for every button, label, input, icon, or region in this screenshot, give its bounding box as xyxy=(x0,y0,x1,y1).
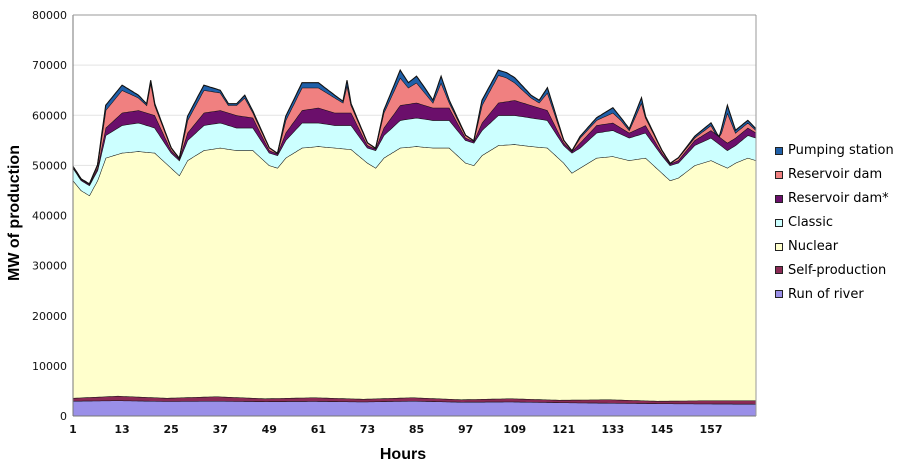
legend-swatch-classic xyxy=(775,218,783,227)
x-tick-label: 157 xyxy=(700,423,723,436)
legend-label: Run of river xyxy=(788,286,864,302)
legend-swatch-nuclear xyxy=(775,242,783,251)
x-tick-label: 85 xyxy=(409,423,424,436)
y-tick-label: 80000 xyxy=(32,9,67,22)
y-axis-title: MW of production xyxy=(6,145,23,281)
legend-item-self-production: Self-production xyxy=(775,258,894,282)
x-axis-title: Hours xyxy=(380,446,426,463)
y-tick-label: 40000 xyxy=(32,210,67,223)
legend-item-classic: Classic xyxy=(775,211,894,235)
legend-label: Reservoir dam* xyxy=(788,191,889,207)
legend-swatch-pumping-station xyxy=(775,146,783,155)
y-tick-labels: 0 10000 20000 30000 40000 50000 60000 70000 8000… xyxy=(32,9,67,423)
legend-label: Nuclear xyxy=(788,239,839,254)
y-tick-label: 10000 xyxy=(32,360,67,373)
legend: Pumping station Reservoir dam Reservoir … xyxy=(775,139,894,306)
x-tick-label: 145 xyxy=(650,423,673,436)
legend-item-pumping-station: Pumping station xyxy=(775,139,894,163)
legend-item-nuclear: Nuclear xyxy=(775,235,894,259)
x-tick-labels: 1 13 25 37 49 61 73 85 97 109 121 133 145 157 xyxy=(69,423,722,436)
y-tick-label: 0 xyxy=(60,410,67,423)
legend-item-run-of-river: Run of river xyxy=(775,282,894,306)
area-nuclear xyxy=(73,144,756,402)
x-tick-label: 25 xyxy=(163,423,178,436)
y-tick-label: 20000 xyxy=(32,310,67,323)
area-run-of-river xyxy=(73,400,756,416)
area-series xyxy=(72,68,757,416)
legend-label: Classic xyxy=(788,215,833,231)
area-reservoir-dam xyxy=(73,75,756,185)
legend-item-reservoir-dam: Reservoir dam xyxy=(775,163,894,187)
x-tick-label: 121 xyxy=(552,423,575,436)
legend-label: Self-production xyxy=(788,262,887,278)
legend-label: Pumping station xyxy=(788,143,894,159)
axes xyxy=(72,14,757,417)
y-tick-label: 60000 xyxy=(32,109,67,122)
y-tick-label: 30000 xyxy=(32,260,67,273)
area-pumping-station xyxy=(73,70,756,184)
x-tick-label: 1 xyxy=(69,423,77,436)
x-tick-label: 133 xyxy=(601,423,624,436)
x-tick-label: 37 xyxy=(213,423,228,436)
legend-label: Reservoir dam xyxy=(788,167,883,183)
x-tick-label: 97 xyxy=(458,423,473,436)
y-tick-label: 70000 xyxy=(32,59,67,72)
x-tick-label: 61 xyxy=(311,423,326,436)
x-tick-label: 13 xyxy=(114,423,129,436)
legend-swatch-reservoir-dam-star xyxy=(775,194,783,203)
area-reservoir-dam-star xyxy=(73,100,756,186)
legend-swatch-reservoir-dam xyxy=(775,170,783,179)
x-tick-label: 73 xyxy=(360,423,375,436)
x-tick-label: 109 xyxy=(503,423,526,436)
area-classic xyxy=(73,115,756,196)
x-tick-label: 49 xyxy=(262,423,277,436)
legend-swatch-run-of-river xyxy=(775,290,783,299)
line-pumping-station xyxy=(72,68,757,185)
legend-swatch-self-production xyxy=(775,266,783,275)
legend-item-reservoir-dam-star: Reservoir dam* xyxy=(775,187,894,211)
y-tick-label: 50000 xyxy=(32,159,67,172)
